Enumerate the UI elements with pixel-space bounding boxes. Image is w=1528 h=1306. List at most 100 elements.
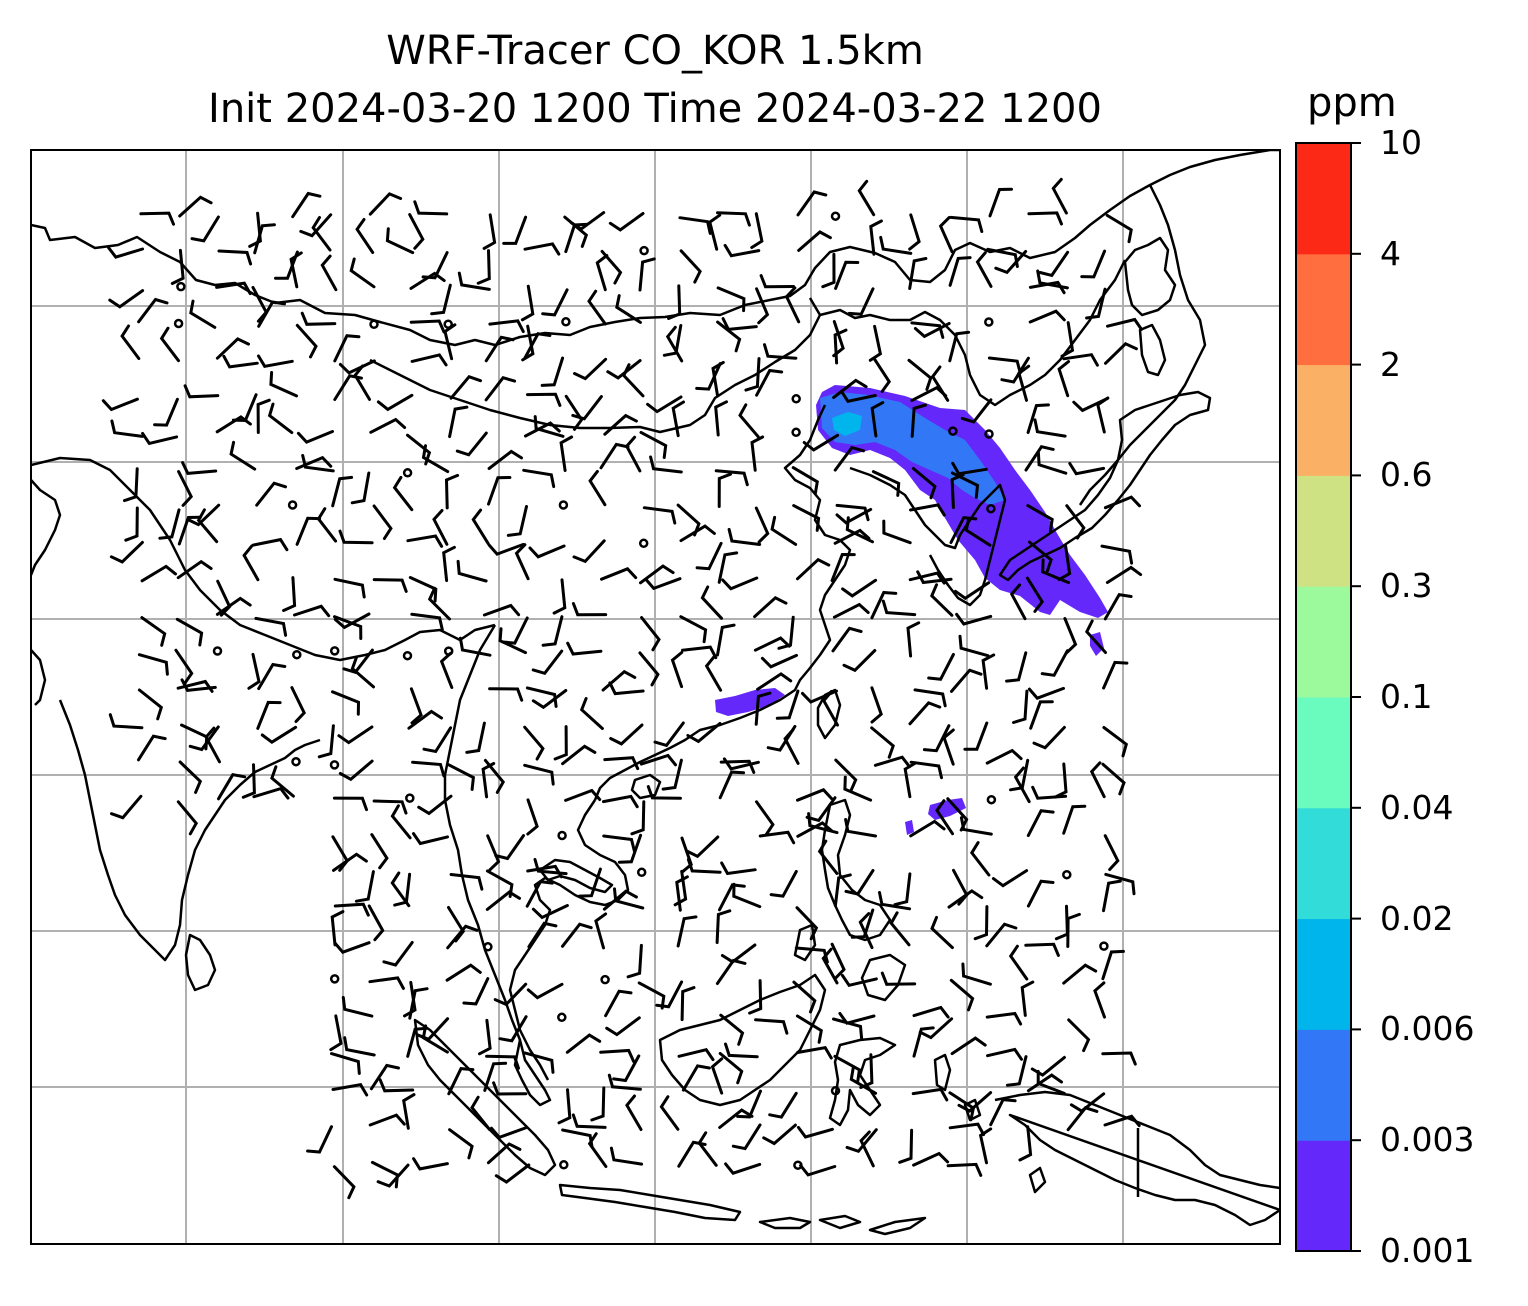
wind-barb	[909, 760, 943, 780]
wind-barb	[392, 475, 414, 512]
wind-barb	[531, 689, 568, 710]
wind-barb	[1000, 356, 1030, 384]
wind-barb	[922, 724, 951, 753]
wind-barb	[987, 356, 1022, 375]
wind-barb	[1096, 396, 1110, 434]
wind-barb	[599, 442, 630, 470]
wind-calm-marker	[791, 427, 801, 438]
wind-barb	[1105, 213, 1133, 244]
wind-barb	[502, 215, 528, 245]
coast-hainan	[630, 773, 662, 800]
wind-barb	[626, 943, 643, 979]
wind-barb	[587, 289, 607, 326]
wind-barb	[986, 1047, 1023, 1061]
wind-barb	[721, 317, 758, 331]
colorbar-tick-label: 0.6	[1380, 455, 1433, 495]
wind-barb	[695, 541, 723, 571]
wind-barb	[350, 471, 371, 505]
wind-barb	[857, 179, 876, 217]
wind-calm-marker	[830, 1086, 841, 1096]
wind-barb	[331, 475, 354, 508]
wind-barb	[332, 796, 368, 812]
wind-barb	[670, 651, 684, 689]
wind-barb	[889, 911, 911, 947]
wind-barb	[488, 319, 525, 334]
wind-barb	[137, 734, 167, 762]
wind-barb	[834, 758, 858, 793]
coast-maluku	[933, 1053, 1047, 1194]
wind-barb	[514, 543, 530, 581]
wind-barb	[1012, 689, 1029, 724]
wind-barb	[686, 858, 722, 874]
wind-barb	[1093, 981, 1106, 1019]
wind-barb	[613, 887, 645, 910]
wind-barb	[1063, 617, 1078, 655]
wind-barb	[985, 1011, 1023, 1026]
wind-barb	[930, 365, 950, 402]
wind-barb	[350, 655, 375, 689]
wind-barb	[642, 506, 677, 525]
wind-barb	[755, 287, 770, 325]
wind-barb	[958, 634, 990, 658]
wind-barb	[716, 211, 751, 227]
wind-barb	[552, 578, 567, 615]
wind-barb	[756, 672, 793, 691]
wind-barb	[257, 354, 294, 368]
wind-barb	[681, 1064, 711, 1092]
colorbar-segment	[1296, 253, 1351, 366]
wind-barb	[602, 834, 636, 853]
wind-barb	[483, 1061, 508, 1092]
wind-barb	[1027, 211, 1063, 226]
wind-calm-marker	[557, 1012, 567, 1023]
wind-barb	[178, 195, 213, 218]
wind-barb	[845, 516, 874, 544]
wind-barb	[777, 615, 795, 650]
wind-barb	[487, 476, 512, 506]
wind-barb	[795, 906, 819, 941]
wind-barb	[677, 1047, 715, 1062]
wind-barb	[178, 760, 203, 794]
wind-barb	[483, 758, 506, 794]
wind-barb	[170, 248, 185, 285]
wind-barb	[270, 765, 295, 798]
colorbar-segment	[1296, 475, 1351, 587]
wind-calm-marker	[559, 1160, 569, 1170]
wind-barb	[177, 470, 194, 507]
wind-barb	[841, 578, 878, 598]
wind-barb	[839, 389, 877, 403]
wind-barb	[355, 218, 375, 254]
wind-barb	[369, 417, 407, 434]
wind-barb	[872, 356, 892, 393]
wind-barb	[882, 519, 912, 545]
wind-barb	[565, 1033, 602, 1054]
wind-calm-marker	[561, 317, 571, 327]
wind-barb	[457, 271, 491, 291]
wind-barb	[1030, 1055, 1066, 1077]
wind-barb	[1024, 445, 1055, 472]
wind-barb	[403, 980, 417, 1018]
wind-calm-marker	[558, 500, 569, 510]
wind-barb	[140, 564, 177, 583]
wind-barb	[1036, 269, 1069, 290]
wind-barb	[367, 904, 385, 942]
wind-barb	[721, 576, 759, 591]
colorbar-tick-label: 0.003	[1380, 1120, 1475, 1160]
wind-barb	[718, 770, 746, 800]
wind-barb	[432, 509, 449, 546]
wind-barb	[722, 757, 760, 771]
wind-barb	[108, 713, 144, 730]
wind-barb	[878, 891, 912, 911]
wind-barb	[599, 1048, 636, 1063]
wind-barb	[553, 725, 568, 761]
wind-barb	[564, 394, 584, 431]
wind-barb	[557, 1088, 572, 1125]
wind-barb	[805, 796, 837, 823]
wind-barb	[291, 191, 322, 219]
wind-barb	[759, 274, 795, 289]
wind-barb	[456, 559, 488, 583]
wind-barb	[1024, 942, 1060, 957]
wind-barb	[948, 330, 971, 363]
colorbar-segment	[1296, 586, 1351, 698]
wind-barb	[289, 251, 303, 289]
wind-barb	[506, 505, 528, 537]
